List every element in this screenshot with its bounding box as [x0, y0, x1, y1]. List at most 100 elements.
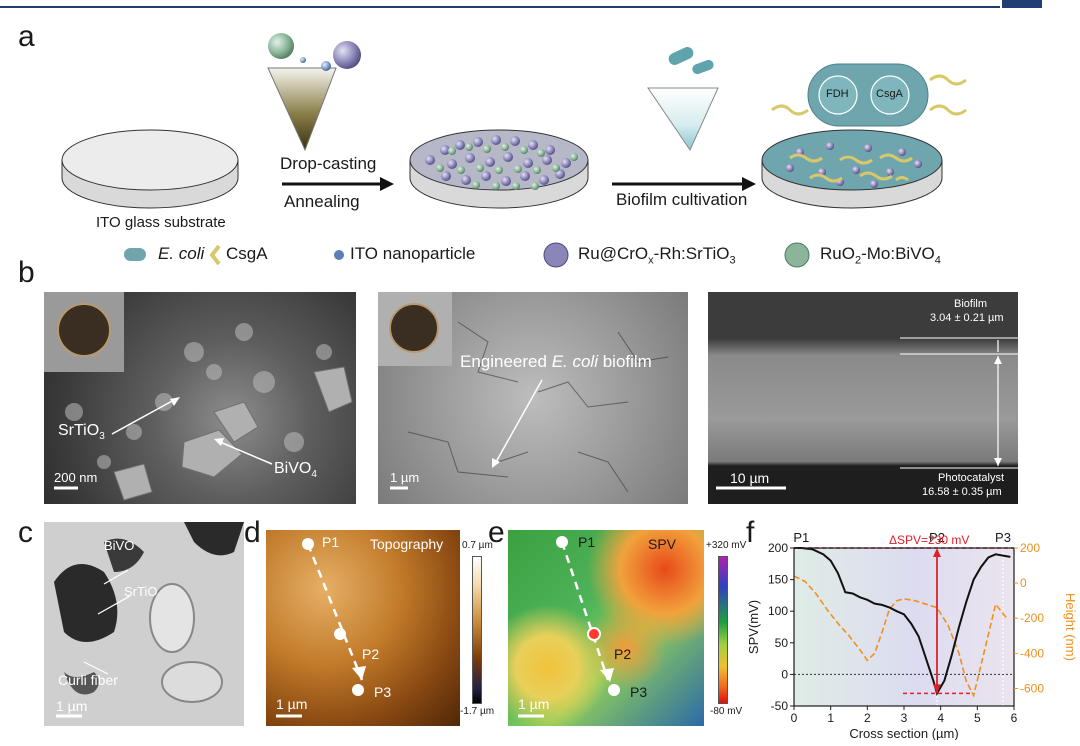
sem-image-biofilm: Engineered E. coli biofilm 1 µm: [378, 292, 688, 504]
cultivation-funnel: [647, 87, 719, 152]
topography-cbar-max: 0.7 µm: [462, 540, 493, 551]
point-p3: [352, 684, 364, 696]
x-tick-label: 0: [791, 711, 798, 725]
header-tab: [1002, 0, 1042, 8]
coated-substrate-disk: [409, 129, 589, 209]
annealing-label: Annealing: [284, 192, 360, 211]
y2-tick-label: -600: [1020, 681, 1044, 695]
csga-label: CsgA: [876, 88, 903, 100]
point-p2: [334, 628, 346, 640]
y2-tick-label: -200: [1020, 611, 1044, 625]
schematic-panel-a: [61, 33, 967, 209]
x-tick-label: 5: [974, 711, 981, 725]
legend-bivo4-label: RuO2-Mo:BiVO4: [820, 244, 941, 267]
legend-csga-label: CsgA: [226, 244, 268, 263]
panel-label-c: c: [18, 516, 33, 549]
y2-axis-label: Height (nm): [1063, 593, 1076, 661]
photocatalyst-thickness-label: Photocatalyst: [938, 472, 1005, 484]
y2-tick-label: 0: [1020, 576, 1027, 590]
bivo4-particle-icon: [784, 242, 810, 268]
tem-label-bivo: BiVO: [104, 538, 135, 553]
y-tick-label: 50: [775, 636, 789, 650]
spv-title: SPV: [648, 536, 677, 552]
header-rule: [0, 0, 1000, 8]
ito-nanoparticle-icon: [334, 250, 344, 260]
marker-label: P1: [793, 530, 809, 545]
delta-spv-label: ΔSPV=230 mV: [889, 533, 969, 547]
scale-bar-label: 1 µm: [56, 698, 88, 714]
biofilm-cultivation-label: Biofilm cultivation: [616, 190, 748, 209]
x-tick-label: 6: [1011, 711, 1018, 725]
x-tick-label: 1: [827, 711, 834, 725]
topography-colorbar: [472, 556, 482, 704]
sem-label-srtio3: SrTiO3: [58, 422, 105, 443]
csga-icon: [209, 244, 221, 266]
afm-topography-map: P1 P2 P3 Topography 1 µm: [266, 530, 460, 726]
topography-title: Topography: [370, 536, 444, 552]
point-p3: [608, 684, 620, 696]
y-axis-label: SPV(mV): [746, 600, 761, 654]
panel-label-f: f: [746, 516, 755, 549]
plot-area: [794, 548, 1014, 706]
legend-ito-label: ITO nanoparticle: [350, 244, 476, 263]
scale-bar-label: 200 nm: [54, 470, 98, 485]
scale-bar-label: 10 µm: [730, 470, 770, 486]
panel-label-a: a: [18, 20, 35, 53]
y-tick-label: 100: [768, 604, 788, 618]
ito-substrate-disk: [61, 129, 239, 209]
drop-casting-label: Drop-casting: [280, 154, 377, 173]
topography-cbar-min: -1.7 µm: [460, 706, 495, 717]
fdh-label: FDH: [826, 88, 849, 100]
p3-label: P3: [374, 684, 392, 700]
scale-bar-label: 1 µm: [390, 470, 420, 485]
legend-ecoli-label: E. coli: [158, 244, 205, 263]
sem-image-cross-section: Biofilm 3.04 ± 0.21 µm Photocatalyst 16.…: [708, 292, 1018, 504]
substrate-label: ITO glass substrate: [96, 214, 226, 231]
spv-cbar-min: -80 mV: [710, 706, 743, 717]
y2-tick-label: -400: [1020, 646, 1044, 660]
sem-label-engineered-biofilm: Engineered E. coli biofilm: [460, 352, 652, 371]
y-tick-label: 200: [768, 541, 788, 555]
biofilm-thickness-value: 3.04 ± 0.21 µm: [930, 312, 1004, 324]
delta-spv-arrowhead-bottom: [933, 684, 941, 694]
x-axis-label: Cross section (µm): [849, 726, 958, 740]
e-coli-icon: [124, 248, 146, 261]
biofilm-thickness-label: Biofilm: [954, 298, 988, 310]
point-p1: [302, 538, 314, 550]
y-tick-label: 0: [781, 667, 788, 681]
legend: E. coli CsgA ITO nanoparticle Ru@CrOx-Rh…: [0, 240, 1080, 270]
spv-colorbar: [718, 556, 728, 704]
marker-label: P2: [929, 530, 945, 545]
p2-label: P2: [362, 646, 380, 662]
point-p1: [556, 536, 568, 548]
tem-label-curli: Curli fiber: [58, 672, 118, 688]
engineered-ecoli-cell: [771, 63, 967, 127]
x-tick-label: 3: [901, 711, 908, 725]
panel-label-e: e: [488, 516, 505, 549]
delta-spv-arrowhead-top: [933, 548, 941, 557]
p1-label: P1: [578, 534, 596, 550]
scale-bar-label: 1 µm: [276, 696, 308, 712]
panel-label-d: d: [244, 516, 261, 549]
biofilm-substrate-disk: [761, 129, 943, 209]
photocatalyst-thickness-value: 16.58 ± 0.35 µm: [922, 486, 1002, 498]
drop-casting-funnel: [267, 67, 337, 152]
y-tick-label: -50: [771, 699, 789, 713]
sem-label-bivo4: BiVO4: [274, 460, 317, 481]
y-tick-label: 150: [768, 573, 788, 587]
height-series-line: [793, 575, 1008, 698]
p1-label: P1: [322, 534, 340, 550]
tem-label-srtio: SrTiO: [124, 584, 158, 599]
point-p2: [587, 627, 601, 641]
spv-series-line: [794, 547, 1011, 696]
srtio3-particle-icon: [543, 242, 569, 268]
scale-bar-label: 1 µm: [518, 696, 550, 712]
p2-label: P2: [614, 646, 632, 662]
x-tick-label: 4: [937, 711, 944, 725]
panel-label-b: b: [18, 256, 35, 289]
marker-label: P3: [995, 530, 1011, 545]
tem-image: BiVO SrTiO Curli fiber 1 µm: [44, 522, 244, 726]
y2-tick-label: 200: [1020, 541, 1040, 555]
legend-srtio3-label: Ru@CrOx-Rh:SrTiO3: [578, 244, 736, 267]
